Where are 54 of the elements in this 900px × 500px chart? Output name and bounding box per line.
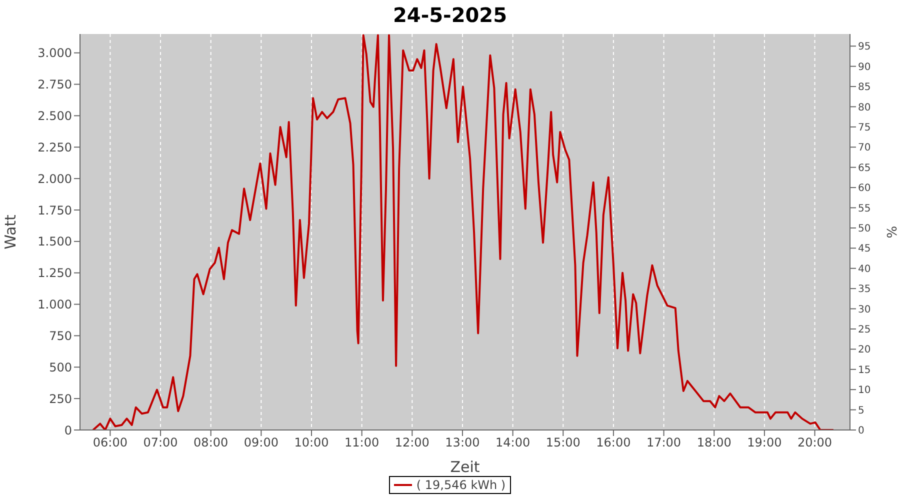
- x-tick-label: 14:00: [496, 436, 530, 450]
- y2-tick-label: 50: [858, 224, 871, 235]
- x-tick-label: 13:00: [445, 436, 480, 450]
- y-tick-label: 1.000: [38, 298, 72, 312]
- legend-label: ( 19,546 kWh ): [416, 478, 506, 492]
- y2-tick-label: 15: [858, 364, 871, 376]
- y2-tick-label: 0: [858, 426, 864, 437]
- y-tick-label: 2.250: [38, 140, 72, 154]
- y2-tick-label: 20: [858, 344, 871, 356]
- x-tick-label: 06:00: [92, 436, 128, 450]
- y2-tick-label: 60: [858, 183, 871, 194]
- y2-tick-label: 25: [858, 324, 871, 336]
- y2-tick-label: 35: [858, 284, 871, 296]
- y2-axis-title: %: [886, 226, 900, 238]
- y-tick-label: 1.250: [38, 266, 72, 280]
- line-series: [92, 34, 834, 430]
- y2-tick-label: 65: [858, 162, 871, 174]
- y-tick-label: 0: [64, 423, 72, 438]
- y2-tick-label: 30: [858, 304, 871, 316]
- y2-tick-label: 75: [858, 122, 871, 134]
- x-tick-label: 08:00: [194, 436, 228, 450]
- x-tick-label: 20:00: [797, 436, 832, 450]
- x-tick-label: 16:00: [596, 436, 631, 450]
- y-tick-label: 2.500: [38, 108, 72, 123]
- y-tick-label: 1.500: [38, 234, 72, 249]
- y2-tick-label: 5: [858, 405, 864, 416]
- x-tick-label: 10:00: [294, 436, 329, 450]
- y-tick-label: 500: [49, 360, 72, 374]
- y-tick-label: 250: [49, 392, 72, 406]
- y2-tick-label: 95: [858, 42, 871, 53]
- x-axis-title: Zeit: [450, 458, 480, 476]
- y-tick-label: 3.000: [38, 46, 72, 60]
- y2-tick-label: 80: [858, 102, 871, 114]
- y2-tick-label: 70: [858, 142, 871, 154]
- x-tick-label: 07:00: [143, 436, 178, 450]
- y2-tick-label: 45: [858, 244, 871, 255]
- x-tick-label: 11:00: [344, 436, 380, 450]
- y-tick-label: 1.750: [38, 203, 72, 218]
- x-tick-label: 15:00: [546, 436, 580, 450]
- chart-title: 24-5-2025: [392, 2, 508, 29]
- y2-tick-label: 90: [858, 62, 871, 73]
- x-tick-label: 19:00: [747, 436, 782, 450]
- x-tick-label: 18:00: [696, 436, 732, 450]
- x-tick-label: 09:00: [244, 436, 278, 450]
- y2-tick-label: 10: [858, 385, 871, 396]
- y2-tick-label: 55: [858, 203, 871, 214]
- y-tick-label: 2.750: [38, 78, 72, 92]
- y2-tick-label: 40: [858, 264, 871, 275]
- y-tick-label: 2.000: [38, 172, 72, 186]
- y2-tick-label: 85: [858, 82, 871, 94]
- y-tick-label: 750: [49, 328, 72, 343]
- x-tick-label: 17:00: [646, 436, 682, 450]
- x-tick-label: 12:00: [394, 436, 430, 450]
- y-axis-title: Watt: [1, 214, 20, 250]
